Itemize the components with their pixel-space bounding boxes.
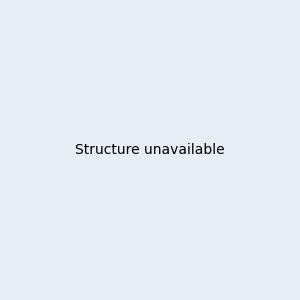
- Text: Structure unavailable: Structure unavailable: [75, 143, 225, 157]
